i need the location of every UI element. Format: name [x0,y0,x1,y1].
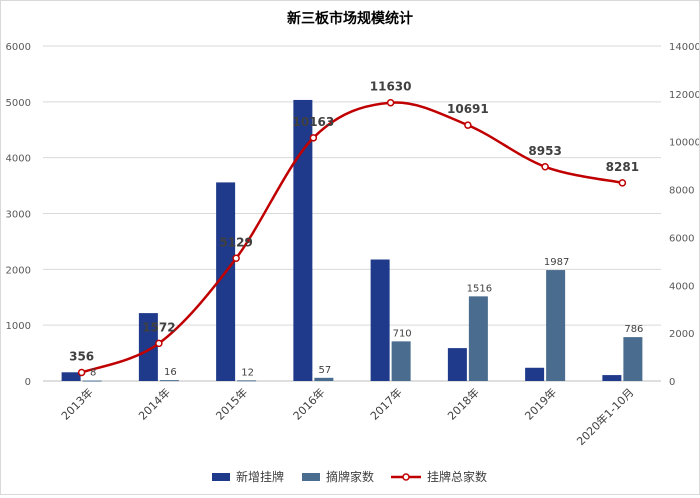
total-data-label: 10691 [447,102,489,116]
left-tick-label: 2000 [6,265,31,276]
bars [61,99,643,382]
right-tick-label: 6000 [669,233,694,244]
total-data-label: 10163 [293,115,335,129]
total-line [77,98,627,377]
delisting-data-label: 16 [164,367,177,378]
total-line-marker [541,163,549,171]
right-tick-label: 4000 [669,281,694,292]
total-line-marker [464,121,472,129]
bar-delistings [82,380,102,382]
data-labels: 8 16 12 57 710 1516 1987 786 356 1572 5129 10163 116… [69,80,643,379]
delisting-data-label: 1516 [467,283,492,294]
bar-delistings [391,341,411,381]
x-axis: 2013年 2014年 2015年 2016年 2017年 2018年 2019年 2020年… [58,385,636,448]
bar-new-listings [61,372,81,381]
bar-delistings [237,380,257,382]
total-data-label: 5129 [219,235,252,249]
legend-label: 新增挂牌 [236,469,284,484]
bar-new-listings [370,259,390,381]
right-tick-label: 0 [669,377,675,388]
right-axis: 0 2000 4000 6000 8000 10000 12000 14000 [669,42,700,388]
bar-new-listings [525,367,545,381]
delisting-data-label: 57 [319,365,332,376]
total-data-label: 8281 [606,160,639,174]
legend-swatch [212,473,230,481]
left-axis: 0 1000 2000 3000 4000 5000 6000 [6,42,31,388]
x-tick-label: 2016年 [290,385,327,422]
left-tick-label: 4000 [6,154,31,165]
legend-label: 挂牌总家数 [427,469,487,484]
left-tick-label: 6000 [6,42,31,53]
chart-title: 新三板市场规模统计 [287,10,413,27]
left-tick-label: 0 [25,377,31,388]
bar-delistings [546,270,566,381]
bar-new-listings [293,99,313,381]
right-tick-label: 2000 [669,329,694,340]
delisting-data-label: 1987 [544,257,569,268]
bar-new-listings [138,313,158,381]
legend-marker [402,473,410,481]
bar-new-listings [447,348,467,381]
x-tick-label: 2019年 [522,385,559,422]
bar-new-listings [216,182,236,381]
delisting-data-label: 12 [241,367,254,378]
delisting-data-label: 786 [624,324,643,335]
total-line-marker [232,254,240,263]
x-tick-label: 2013年 [58,385,95,422]
bar-delistings [468,296,488,381]
right-tick-label: 10000 [669,138,699,149]
left-tick-label: 5000 [6,98,31,109]
total-line-marker [309,134,318,142]
delisting-data-label: 8 [90,368,96,379]
x-tick-label: 2015年 [213,385,250,422]
bar-delistings [159,380,179,382]
x-tick-label: 2018年 [445,385,482,422]
right-tick-label: 8000 [669,186,694,197]
legend: 新增挂牌 摘牌家数 挂牌总家数 [212,469,487,484]
x-tick-label: 2017年 [367,385,404,422]
total-line-path [81,101,623,374]
legend-label: 摘牌家数 [326,469,374,484]
total-data-label: 1572 [142,320,175,334]
x-tick-label: 2014年 [136,385,173,422]
legend-swatch [302,473,320,481]
total-line-marker [77,368,86,377]
total-data-label: 8953 [528,144,561,158]
bar-delistings [314,377,334,381]
right-tick-label: 14000 [669,42,699,53]
total-line-marker [386,98,395,107]
right-tick-label: 12000 [669,90,699,101]
total-data-label: 11630 [370,80,412,94]
left-tick-label: 1000 [6,321,31,332]
total-data-label: 356 [69,349,94,363]
total-line-marker [155,339,163,348]
total-line-marker [618,179,627,187]
left-tick-label: 3000 [6,210,31,221]
delisting-data-label: 710 [393,328,412,339]
x-tick-label: 2020年1-10月 [574,385,637,448]
bar-delistings [623,337,643,381]
bar-new-listings [602,375,622,381]
grid-lines [43,45,661,382]
